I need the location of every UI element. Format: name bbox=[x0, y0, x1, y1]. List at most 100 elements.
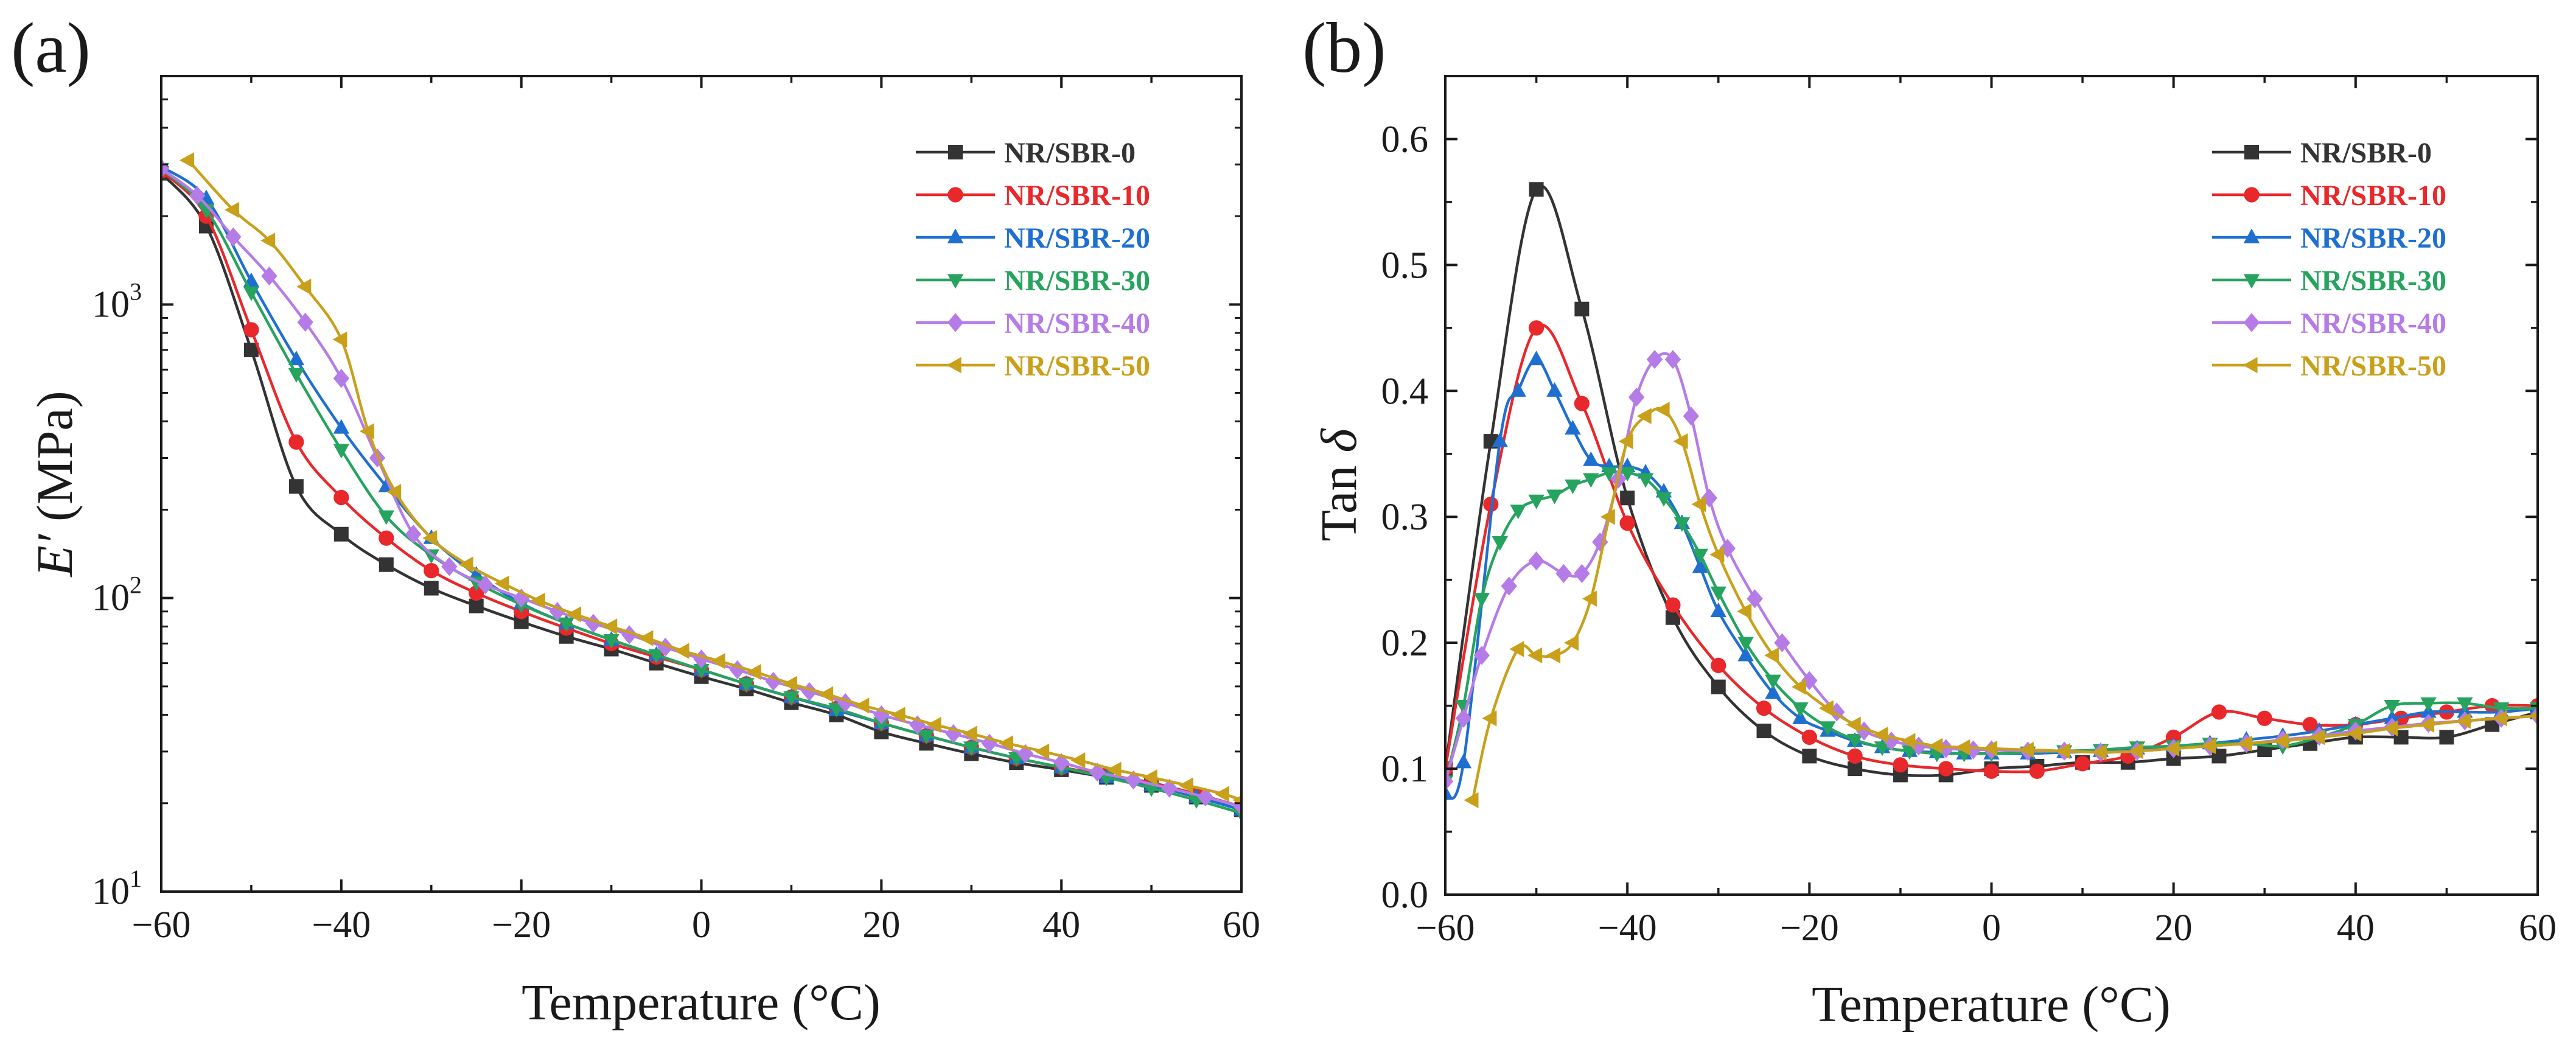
panel-a-y-axis: 101 102 103 bbox=[92, 75, 1241, 912]
panel-b-legend-swatch-marker bbox=[2243, 357, 2258, 374]
panel-b-data-point bbox=[1874, 741, 1891, 756]
panel-a-data-point bbox=[962, 725, 977, 742]
panel-b-data-point bbox=[1619, 515, 1635, 531]
panel-b-legend-label: NR/SBR-10 bbox=[2300, 180, 2446, 212]
panel-b-legend-entry-nr-sbr-20: NR/SBR-20 bbox=[2212, 222, 2446, 254]
panel-b-plot-content bbox=[1445, 182, 2538, 809]
panel-b-data-point bbox=[1509, 641, 1524, 657]
panel-b-data-point bbox=[1674, 517, 1691, 532]
panel-b-data-point bbox=[1482, 710, 1497, 727]
panel-a-data-point bbox=[359, 423, 374, 439]
panel-a-data-point bbox=[297, 312, 313, 332]
panel-b-data-point bbox=[2384, 709, 2400, 724]
panel-b-data-point bbox=[1765, 674, 1781, 690]
panel-a-storage-modulus-chart: (a) −60 −40 −20 0 20 40 60 101 102 103 Temperatu… bbox=[11, 8, 1260, 1031]
panel-a-data-point bbox=[674, 643, 689, 659]
panel-a-legend-entry-nr-sbr-10: NR/SBR-10 bbox=[916, 180, 1150, 212]
panel-b-data-point bbox=[1893, 757, 1908, 773]
panel-b-data-point bbox=[1628, 388, 1645, 407]
panel-b-data-point bbox=[1582, 590, 1597, 607]
panel-b-legend-label: NR/SBR-30 bbox=[2300, 265, 2446, 297]
panel-a-y-tick-label: 102 bbox=[92, 571, 142, 619]
panel-b-data-point bbox=[1636, 408, 1652, 424]
panel-a-data-point bbox=[602, 618, 618, 635]
panel-a-data-point bbox=[854, 697, 870, 714]
panel-b-data-point bbox=[1445, 785, 1454, 800]
panel-a-data-point bbox=[288, 479, 304, 494]
panel-b-data-point bbox=[1528, 351, 1545, 366]
panel-b-y-axis-label: Tan δ bbox=[1311, 428, 1367, 542]
panel-a-y-axis-label: E′ (MPa) bbox=[27, 391, 83, 577]
panel-b-data-point bbox=[1673, 433, 1688, 450]
panel-b-y-axis: 0.0 0.1 0.2 0.3 0.4 0.5 0.6 bbox=[1381, 75, 2538, 916]
panel-a-legend: NR/SBR-0 NR/SBR-10 NR/SBR-20 NR/SBR-30 NR/SB… bbox=[916, 137, 1150, 382]
panel-b-data-point bbox=[1709, 547, 1725, 563]
panel-a-data-point bbox=[423, 549, 439, 564]
panel-b-data-point bbox=[1756, 724, 1771, 738]
panel-b-data-point bbox=[1510, 382, 1526, 397]
panel-b-data-point bbox=[1583, 473, 1599, 488]
panel-b-data-point bbox=[1791, 679, 1806, 695]
panel-b-data-point bbox=[1765, 684, 1781, 699]
panel-b-y-tick-label: 0.5 bbox=[1381, 245, 1429, 286]
panel-a-x-tick-label: 20 bbox=[862, 904, 900, 946]
panel-b-data-point bbox=[1710, 586, 1726, 601]
panel-b-data-point bbox=[1619, 467, 1636, 482]
panel-b-series-nr-sbr-50 bbox=[1464, 402, 2538, 809]
panel-b-data-point bbox=[1492, 432, 1508, 447]
panel-b-legend-entry-nr-sbr-10: NR/SBR-10 bbox=[2212, 180, 2446, 212]
panel-b-data-point bbox=[2075, 756, 2090, 772]
panel-b-x-tick-label: 40 bbox=[2337, 907, 2375, 949]
panel-b-data-point bbox=[1527, 647, 1543, 664]
panel-a-data-point bbox=[296, 278, 312, 295]
panel-b-data-point bbox=[2237, 735, 2252, 752]
panel-b-data-point bbox=[1710, 603, 1726, 618]
panel-a-data-point bbox=[783, 691, 800, 706]
panel-a-data-point bbox=[1215, 786, 1230, 802]
panel-a-data-point bbox=[405, 525, 422, 544]
panel-b-data-point bbox=[1764, 647, 1779, 664]
panel-b-legend-label: NR/SBR-20 bbox=[2300, 222, 2446, 254]
panel-b-data-point bbox=[1756, 700, 1772, 716]
panel-a-x-tick-label: 40 bbox=[1042, 904, 1080, 946]
panel-a-data-point bbox=[179, 152, 194, 169]
panel-b-data-point bbox=[1665, 610, 1680, 625]
panel-b-data-point bbox=[1692, 548, 1709, 564]
panel-a-data-point bbox=[386, 483, 402, 500]
panel-a-data-point bbox=[710, 653, 725, 669]
panel-b-data-point bbox=[1847, 748, 1863, 764]
panel-b-y-tick-label: 0.2 bbox=[1381, 623, 1429, 664]
panel-b-data-point bbox=[2310, 729, 2325, 746]
panel-b-data-point bbox=[1546, 647, 1561, 664]
panel-a-legend-label: NR/SBR-50 bbox=[1004, 350, 1150, 382]
panel-b-data-point bbox=[1711, 657, 1726, 673]
panel-b-legend-entry-nr-sbr-40: NR/SBR-40 bbox=[2212, 307, 2446, 340]
panel-a-data-point bbox=[378, 510, 394, 525]
panel-b-y-tick-label: 0.1 bbox=[1381, 749, 1429, 790]
panel-a-data-point bbox=[693, 663, 710, 679]
panel-a-data-point bbox=[469, 585, 484, 601]
panel-b-legend-label: NR/SBR-50 bbox=[2300, 350, 2446, 382]
panel-b-data-point bbox=[1646, 349, 1663, 369]
panel-a-data-point bbox=[424, 581, 439, 596]
panel-b-legend-swatch-marker bbox=[2244, 145, 2259, 159]
panel-b-legend-swatch-marker bbox=[2243, 228, 2260, 243]
panel-b-data-point bbox=[2274, 733, 2289, 749]
panel-b-data-point bbox=[1445, 772, 1454, 791]
panel-b-data-point bbox=[1564, 634, 1579, 651]
panel-a-legend-label: NR/SBR-0 bbox=[1004, 137, 1136, 169]
panel-b-data-point bbox=[2211, 704, 2227, 720]
panel-b-data-point bbox=[1691, 496, 1706, 512]
panel-b-data-point bbox=[1938, 761, 1954, 777]
panel-a-legend-swatch-marker bbox=[946, 357, 962, 374]
panel-a-data-point bbox=[828, 702, 845, 718]
panel-a-data-point bbox=[963, 741, 980, 756]
panel-b-data-point bbox=[2484, 698, 2500, 714]
panel-a-data-point bbox=[1178, 777, 1193, 794]
panel-a-legend-label: NR/SBR-30 bbox=[1004, 265, 1150, 297]
panel-b-data-point bbox=[2529, 711, 2538, 721]
panel-b-data-point bbox=[2457, 697, 2473, 712]
panel-a-data-point bbox=[332, 331, 347, 348]
panel-b-x-tick-label: −60 bbox=[1416, 907, 1475, 949]
panel-b-data-point bbox=[1637, 473, 1654, 488]
